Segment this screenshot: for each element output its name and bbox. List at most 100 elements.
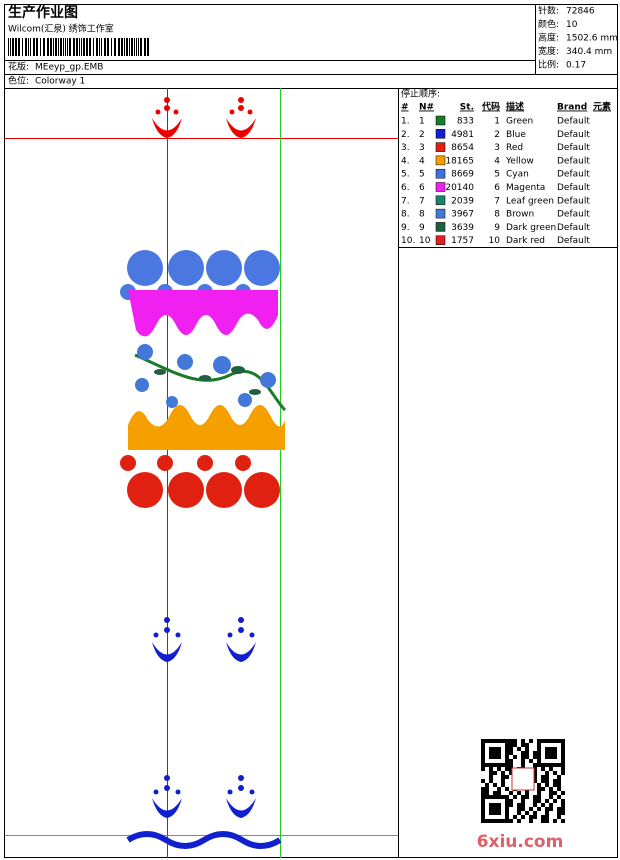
bar-stripe: [53, 38, 54, 56]
colorway: Colorway 1: [35, 77, 85, 87]
bar-stripe: [60, 38, 62, 56]
qr-module: [505, 751, 509, 755]
row-stitches: 8654: [451, 143, 474, 153]
qr-module: [545, 783, 549, 787]
qr-module: [497, 739, 501, 743]
bar-stripe: [144, 38, 146, 56]
qr-module: [505, 755, 509, 759]
qr-module: [481, 779, 485, 783]
qr-module: [501, 779, 505, 783]
qr-module: [549, 787, 553, 791]
qr-module: [533, 767, 537, 771]
design: MEeyp_gp.EMB: [35, 63, 103, 73]
column-header: N#: [419, 103, 434, 113]
bar-stripe: [15, 38, 17, 56]
qr-module: [509, 791, 513, 795]
qr-module: [505, 799, 509, 803]
qr-module: [513, 815, 517, 819]
qr-module: [485, 739, 489, 743]
row-stitches: 1757: [451, 236, 474, 246]
qr-module: [489, 779, 493, 783]
bar-stripe: [147, 38, 149, 56]
color-swatch: [435, 182, 446, 192]
row-brand: Default: [557, 183, 590, 193]
qr-module: [517, 819, 521, 823]
column-header: 描述: [506, 101, 524, 113]
qr-module: [505, 795, 509, 799]
qr-module: [493, 783, 497, 787]
bar-stripe: [93, 38, 94, 56]
qr-module: [521, 763, 525, 767]
bar-stripe: [33, 38, 35, 56]
row-index: 10.: [401, 236, 415, 246]
qr-module: [561, 807, 565, 811]
qr-module: [545, 815, 549, 819]
qr-module: [537, 795, 541, 799]
row-index: 6.: [401, 183, 410, 193]
row-desc: Cyan: [506, 170, 529, 180]
row-brand: Default: [557, 117, 590, 127]
motif-yellow: [128, 405, 285, 450]
color-swatch: [435, 208, 446, 219]
row-code: 5: [494, 170, 500, 180]
qr-module: [489, 755, 493, 759]
row-n: 7: [419, 196, 425, 206]
qr-module: [493, 763, 497, 767]
row-index: 4.: [401, 156, 410, 166]
qr-module: [541, 767, 545, 771]
row-code: 1: [494, 117, 500, 127]
motif-red-row: [120, 455, 280, 508]
qr-module: [553, 751, 557, 755]
qr-module: [521, 751, 525, 755]
bar-stripe: [134, 38, 135, 56]
bar-stripe: [47, 38, 49, 56]
qr-module: [513, 795, 517, 799]
color-swatch: [435, 222, 446, 232]
row-desc: Dark red: [506, 236, 545, 246]
column-header: St.: [460, 103, 474, 113]
qr-module: [561, 759, 565, 763]
colorway-label: 色位:: [8, 75, 29, 87]
qr-module: [481, 811, 485, 815]
qr-module: [549, 751, 553, 755]
qr-module: [509, 743, 513, 747]
qr-module: [561, 755, 565, 759]
qr-module: [497, 807, 501, 811]
qr-module: [521, 807, 525, 811]
motif-leaves: [154, 366, 261, 395]
qr-module: [553, 799, 557, 803]
qr-module: [549, 755, 553, 759]
row-desc: Magenta: [506, 183, 545, 193]
qr-module: [517, 807, 521, 811]
stat-value: 340.4 mm: [566, 47, 612, 57]
bar-stripe: [101, 38, 102, 56]
qr-module: [537, 787, 541, 791]
qr-module: [537, 783, 541, 787]
row-brand: Default: [557, 223, 590, 233]
qr-module: [553, 819, 557, 823]
qr-module: [493, 811, 497, 815]
qr-module: [561, 799, 565, 803]
qr-module: [533, 755, 537, 759]
row-n: 2: [419, 130, 425, 140]
qr-module: [521, 739, 525, 743]
qr-module: [505, 739, 509, 743]
qr-module: [509, 803, 513, 807]
stat-label: 比例:: [538, 59, 559, 71]
bar-stripe: [81, 38, 82, 56]
bar-stripe: [28, 38, 29, 56]
qr-module: [525, 795, 529, 799]
qr-module: [489, 803, 493, 807]
qr-module: [525, 811, 529, 815]
qr-module: [501, 739, 505, 743]
qr-module: [549, 803, 553, 807]
qr-module: [533, 815, 537, 819]
row-n: 3: [419, 143, 425, 153]
qr-module: [541, 815, 545, 819]
qr-module: [529, 739, 533, 743]
color-swatch: [435, 115, 446, 126]
row-brand: Default: [557, 156, 590, 166]
bar-stripe: [30, 38, 31, 56]
qr-module: [517, 747, 521, 751]
